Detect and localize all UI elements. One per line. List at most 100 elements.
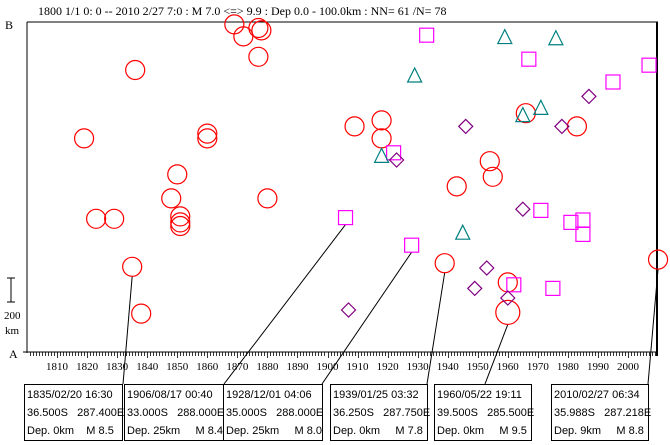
earthquake-circle-marker: [167, 164, 188, 185]
event-annotation-box: 1928/12/01 04:06 35.000S 288.000E Dep. 25k…: [223, 384, 323, 441]
earthquake-circle-marker: [122, 256, 143, 277]
earthquake-circle-marker: [125, 59, 146, 81]
earthquake-circle-marker: [497, 272, 518, 293]
annotation-coords: 39.500S 285.500E: [437, 407, 535, 419]
x-tick-label: 1890: [286, 361, 309, 373]
event-annotation-box: 1939/01/25 03:32 36.250S 287.750E Dep. 0km…: [330, 384, 430, 441]
earthquake-square-marker: [337, 209, 354, 226]
earthquake-circle-marker: [371, 110, 392, 131]
earthquake-triangle-marker: [406, 66, 423, 83]
annotation-info: Dep. 0km M 8.5: [27, 425, 114, 437]
earthquake-circle-marker: [257, 188, 278, 209]
x-tick-label: 1960: [497, 361, 520, 373]
x-tick-label: 1920: [377, 361, 400, 373]
scale-value: 200: [4, 310, 21, 322]
event-annotation-box: 2010/02/27 06:34 35.988S 287.218E Dep. 9km…: [551, 384, 652, 441]
annotation-date: 2010/02/27 06:34: [554, 389, 640, 401]
x-tick-label: 1910: [347, 361, 370, 373]
earthquake-circle-marker: [495, 299, 521, 325]
earthquake-circle-marker: [233, 26, 254, 47]
event-annotation-box: 1960/05/22 19:11 39.500S 285.500E Dep. 0km…: [434, 384, 535, 441]
x-tick-label: 1840: [136, 361, 159, 373]
earthquake-diamond-marker: [554, 118, 570, 135]
earthquake-circle-marker: [479, 151, 500, 172]
earthquake-diamond-marker: [466, 280, 483, 297]
x-tick-label: 2000: [617, 361, 640, 373]
annotation-date: 1906/08/17 00:40: [127, 389, 213, 401]
earthquake-square-marker: [563, 214, 579, 230]
axis-label-a: A: [9, 347, 18, 361]
earthquake-square-marker: [605, 74, 621, 90]
earthquake-diamond-marker: [514, 201, 531, 218]
earthquake-square-marker: [386, 145, 402, 161]
earthquake-triangle-marker: [514, 106, 531, 123]
earthquake-circle-marker: [248, 46, 269, 67]
x-tick-label: 1980: [557, 361, 580, 373]
annotation-leader-line: [223, 224, 346, 385]
annotation-date: 1835/02/20 16:30: [27, 389, 113, 401]
earthquake-circle-marker: [197, 123, 218, 144]
annotation-leader-line: [426, 272, 446, 385]
earthquake-circle-marker: [104, 208, 125, 229]
earthquake-triangle-marker: [373, 147, 390, 163]
x-tick-label: 1880: [256, 361, 279, 373]
x-tick-label: 1850: [166, 361, 189, 373]
earthquake-circle-marker: [197, 128, 218, 149]
event-annotation-box: 1906/08/17 00:40 33.000S 288.000E Dep. 25k…: [124, 384, 224, 441]
x-tick-label: 1940: [437, 361, 460, 373]
earthquake-square-marker: [641, 57, 657, 73]
earthquake-square-marker: [404, 237, 420, 253]
earthquake-square-marker: [533, 202, 549, 218]
annotation-coords: 35.000S 288.000E: [226, 407, 324, 419]
x-tick-label: 1950: [467, 361, 490, 373]
earthquake-diamond-marker: [499, 290, 516, 306]
earthquake-diamond-marker: [581, 88, 597, 105]
x-tick-label: 1830: [106, 361, 129, 373]
earthquake-circle-marker: [566, 116, 588, 137]
earthquake-circle-marker: [647, 249, 669, 270]
event-markers: [73, 14, 669, 325]
scale-unit: km: [5, 325, 20, 337]
annotation-info: Dep. 9km M 8.8: [554, 425, 644, 437]
earthquake-square-marker: [545, 280, 561, 296]
earthquake-circle-marker: [170, 206, 191, 227]
earthquake-circle-marker: [86, 208, 107, 229]
earthquake-circle-marker: [170, 212, 191, 233]
earthquake-square-marker: [419, 27, 435, 43]
earthquake-circle-marker: [73, 128, 95, 149]
annotation-date: 1928/12/01 04:06: [226, 389, 312, 401]
earthquake-triangle-marker: [496, 28, 513, 45]
earthquake-circle-marker: [251, 20, 272, 41]
annotation-date: 1960/05/22 19:11: [437, 389, 522, 401]
earthquake-diamond-marker: [340, 302, 357, 318]
earthquake-square-marker: [575, 226, 591, 242]
annotation-leader-line: [321, 251, 413, 385]
annotation-leader-line: [122, 276, 133, 385]
x-tick-label: 1870: [226, 361, 249, 373]
x-tick-label: 1970: [527, 361, 550, 373]
event-annotation-box: 1835/02/20 16:30 36.500S 287.400E Dep. 0km…: [24, 384, 124, 441]
earthquake-circle-marker: [131, 303, 152, 324]
annotation-leaders: [122, 224, 659, 385]
x-ticks: 1810 1820 1830 1840 1850 1860 1870 1880 1890 1900…: [30, 352, 656, 373]
annotation-info: Dep. 25km M 8.0: [226, 425, 322, 437]
earthquake-diamond-marker: [478, 260, 495, 276]
annotation-coords: 33.000S 288.000E: [127, 407, 225, 419]
axis-label-b: B: [5, 18, 13, 32]
earthquake-circle-marker: [371, 128, 392, 149]
earthquake-square-marker: [506, 277, 522, 293]
earthquake-circle-marker: [161, 188, 182, 209]
x-tick-label: 1900: [317, 361, 340, 373]
annotation-coords: 35.988S 287.218E: [554, 407, 652, 419]
annotation-info: Dep. 0km M 9.5: [437, 425, 527, 437]
annotation-date: 1939/01/25 03:32: [333, 389, 419, 401]
earthquake-square-marker: [521, 51, 537, 67]
earthquake-triangle-marker: [454, 223, 471, 240]
annotation-info: Dep. 25km M 8.4: [127, 425, 223, 437]
scale-bar: [7, 277, 15, 303]
earthquake-diamond-marker: [388, 152, 405, 168]
annotation-leader-line: [647, 269, 659, 385]
earthquake-circle-marker: [344, 116, 365, 137]
earthquake-circle-marker: [515, 103, 536, 124]
